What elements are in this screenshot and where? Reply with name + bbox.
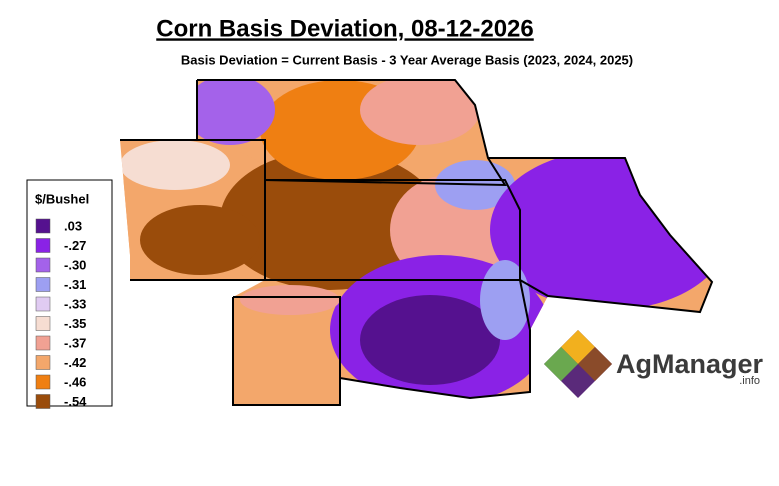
- zone: [185, 80, 275, 145]
- legend-swatch: [35, 218, 51, 234]
- border: [233, 279, 531, 400]
- legend-label: -.30: [64, 257, 86, 272]
- legend-swatch: [35, 316, 51, 331]
- legend-swatch: [35, 335, 51, 351]
- logo-suffix: .info: [739, 375, 760, 387]
- logo-mark: [544, 347, 578, 381]
- legend: $/Bushel .03 -.27 -.30 -.31 -.33 -.35 -.37 -.42…: [26, 179, 113, 409]
- legend-box: [26, 179, 113, 407]
- logo-mark: [578, 347, 612, 381]
- legend-label: -.35: [64, 316, 86, 331]
- legend-label: -.31: [64, 277, 86, 292]
- zone: [220, 150, 440, 290]
- title: Corn Basis Deviation, 08-12-2026: [156, 15, 534, 42]
- zone: [120, 140, 230, 190]
- border: [232, 297, 341, 406]
- subtitle: Basis Deviation = Current Basis - 3 Year…: [181, 52, 633, 67]
- border: [488, 157, 714, 314]
- zone: [360, 80, 480, 145]
- legend-swatch: [35, 257, 51, 273]
- zone: [480, 260, 530, 340]
- state-borders: [120, 79, 714, 406]
- legend-swatch: [35, 296, 51, 312]
- legend-title: $/Bushel: [35, 191, 89, 206]
- legend-swatch: [35, 277, 51, 292]
- logo: AgManager .info: [544, 330, 764, 398]
- legend-swatch: [35, 238, 51, 253]
- legend-label: -.27: [64, 238, 86, 253]
- legend-label: -.33: [64, 296, 86, 311]
- legend-label: -.42: [64, 355, 86, 370]
- legend-swatch: [35, 355, 51, 370]
- legend-label: -.46: [64, 374, 86, 389]
- legend-swatch: [35, 394, 51, 409]
- legend-label: .03: [64, 218, 82, 233]
- zone: [360, 295, 500, 385]
- border: [120, 139, 266, 281]
- legend-label: -.37: [64, 335, 86, 350]
- zone: [140, 205, 260, 275]
- legend-swatch: [35, 374, 51, 390]
- zone: [240, 285, 340, 315]
- logo-text: AgManager: [616, 349, 764, 379]
- legend-label: -.54: [64, 394, 87, 409]
